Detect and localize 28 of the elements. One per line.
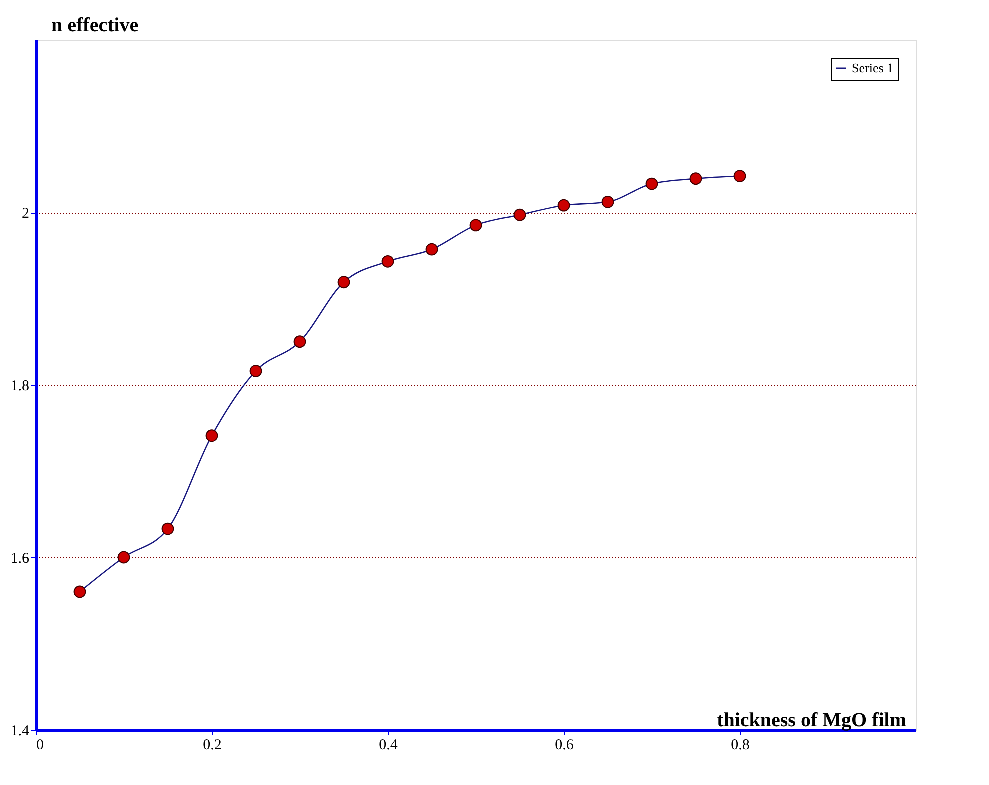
x-tick-label: 0.6 [555,738,574,754]
point [470,219,482,232]
point [602,196,614,208]
y-tick-label: 1.4 [10,724,30,740]
point [558,199,570,212]
legend-label: Series 1 [852,60,894,76]
point [294,336,306,348]
point [250,365,262,378]
point [734,170,746,182]
point [206,430,218,442]
point [162,522,174,536]
x-tick-label: 0.2 [203,738,222,754]
x-tick-label: 0 [36,738,44,754]
point [426,243,438,256]
point [338,276,350,289]
y-tick-label: 1.8 [10,378,30,394]
x-tick-label: 0.8 [731,738,750,754]
point [118,551,130,564]
point [690,172,702,186]
x-axis-title: thickness of MgO film [717,710,907,732]
y-axis-title: n effective [52,14,139,36]
point [514,208,526,222]
x-tick-label: 0.4 [379,738,398,754]
y-tick-label: 1.6 [10,551,30,567]
point [74,586,86,598]
point [646,178,658,190]
y-tick-label: 2 [22,206,30,222]
point [382,255,394,268]
